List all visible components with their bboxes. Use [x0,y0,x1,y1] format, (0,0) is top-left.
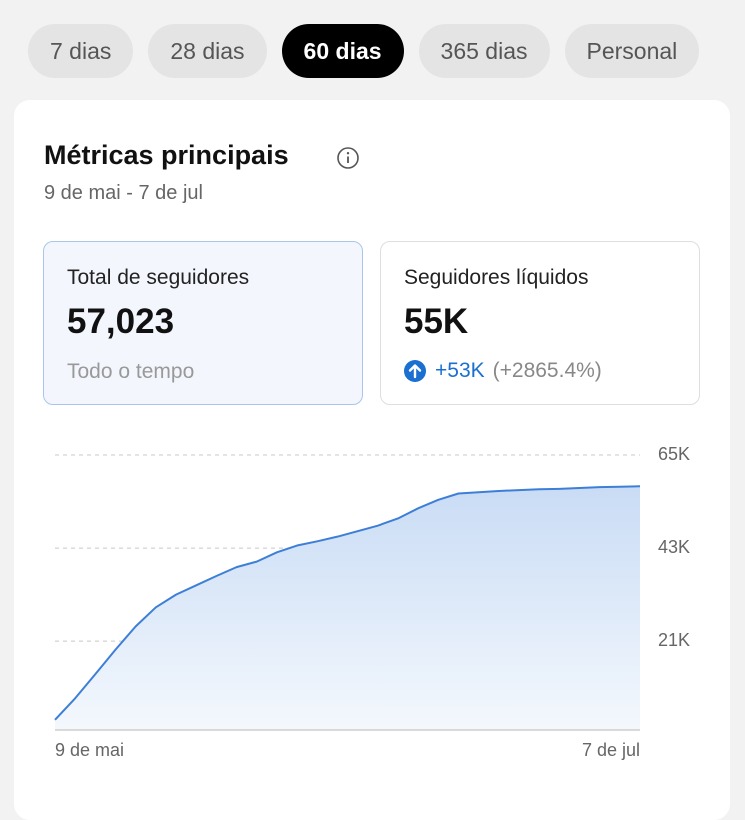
change-percent: (+2865.4%) [492,359,602,382]
area [55,486,640,730]
metric-change: +53K (+2865.4%) [403,359,602,383]
range-tab[interactable]: 60 dias [281,24,404,78]
line [54,485,641,721]
x-tick-label: 7 de jul [582,740,640,760]
metric-label: Total de seguidores [67,266,250,289]
y-tick-label: 65K [658,444,690,464]
range-tabs: 7 dias 28 dias 60 dias 365 dias Personal [28,24,730,80]
change-value: +53K [435,359,485,382]
metric-note: Todo o tempo [67,360,195,383]
metric-value: 55K [404,302,469,341]
y-tick-label: 43K [658,537,690,557]
range-tab[interactable]: 365 dias [418,24,550,78]
y-tick-label: 21K [658,630,690,650]
range-tab[interactable]: 7 dias [28,24,134,78]
date-range: 9 de mai - 7 de jul [44,182,203,204]
chart: 21K 43K 65K 9 de mai 7 de jul [54,444,690,760]
metric-card[interactable]: Total de seguidores 57,023 Todo o tempo [43,241,363,405]
x-tick-label: 9 de mai [55,740,124,760]
metric-card[interactable]: Seguidores líquidos 55K +53K (+2865.4%) [380,241,700,405]
page: 7 dias 28 dias 60 dias 365 dias Personal Mét… [14,24,730,820]
up-arrow-icon [404,360,426,382]
card-title: Métricas principais [44,140,289,170]
metric-label: Seguidores líquidos [404,266,589,289]
metric-value: 57,023 [67,302,175,341]
range-tab[interactable]: 28 dias [148,24,267,78]
range-tab[interactable]: Personal [564,24,700,78]
info-icon[interactable] [336,146,360,170]
